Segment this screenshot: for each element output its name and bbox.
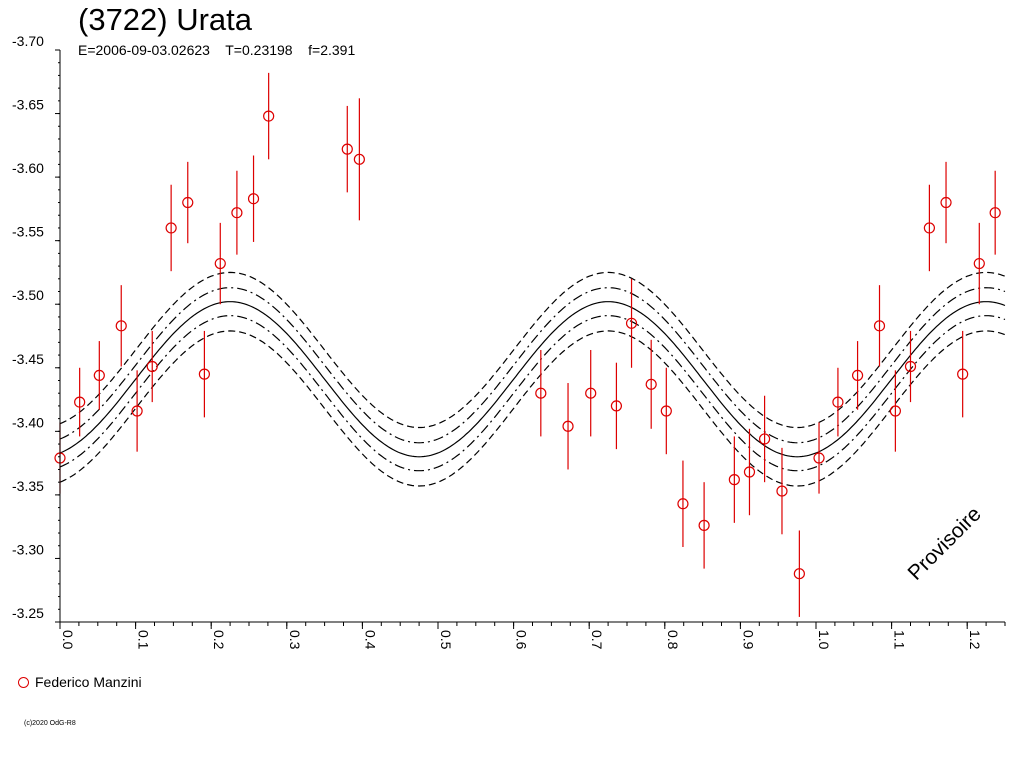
- data-points: [54, 110, 1001, 580]
- legend: Federico Manzini: [18, 674, 142, 690]
- data-point: [74, 396, 86, 408]
- legend-label: Federico Manzini: [35, 674, 142, 690]
- data-point: [214, 257, 226, 270]
- data-point: [625, 317, 638, 329]
- model-curve-solid: [59, 301, 1006, 458]
- x-tick-label: 0.6: [514, 630, 530, 650]
- data-point: [873, 320, 886, 332]
- model-curve-dashdot: [59, 315, 1006, 472]
- model-curve-dashed: [59, 330, 1006, 487]
- data-point: [889, 405, 901, 417]
- data-point: [698, 519, 710, 531]
- data-point: [940, 196, 952, 209]
- data-point: [585, 387, 597, 399]
- data-point: [535, 387, 547, 399]
- y-tick-label: -3.55: [12, 224, 44, 240]
- data-point: [198, 368, 210, 380]
- data-point: [813, 452, 825, 464]
- data-point: [923, 222, 936, 234]
- copyright-text: (c)2020 OdG-R8: [24, 720, 76, 727]
- data-point: [660, 405, 672, 417]
- data-point: [793, 568, 805, 580]
- model-curves: [59, 271, 1006, 487]
- y-tick-label: -3.25: [12, 605, 44, 621]
- data-point: [182, 196, 194, 209]
- y-tick-label: -3.35: [12, 478, 44, 494]
- y-tick-label: -3.60: [12, 160, 44, 176]
- chart-title: (3722) Urata: [78, 2, 253, 37]
- data-point: [743, 466, 756, 478]
- x-tick-label: 0.9: [740, 630, 756, 650]
- x-tick-label: 0.3: [287, 630, 303, 650]
- y-tick-label: -3.45: [12, 351, 44, 367]
- y-tick-label: -3.30: [12, 541, 44, 557]
- data-point: [677, 498, 689, 510]
- x-tick-label: 0.2: [211, 630, 227, 650]
- data-point: [904, 360, 917, 373]
- legend-marker-icon: [18, 676, 29, 688]
- data-point: [231, 207, 243, 219]
- x-tick-label: 0.1: [136, 630, 152, 650]
- data-point: [610, 400, 623, 412]
- data-point: [645, 378, 657, 390]
- data-point: [93, 369, 105, 382]
- data-point: [341, 143, 353, 155]
- data-point: [832, 396, 844, 408]
- x-tick-label: 1.0: [816, 630, 832, 650]
- data-point: [146, 360, 158, 373]
- data-point: [562, 420, 574, 432]
- data-point: [758, 433, 771, 445]
- model-curve-dashed: [59, 271, 1006, 429]
- data-point: [989, 207, 1001, 219]
- axes: -3.70 -3.65 -3.60 -3.55 -3.50 -3.45 -3.40 -3.35…: [12, 33, 1006, 650]
- data-point: [115, 320, 127, 332]
- data-point: [851, 369, 864, 382]
- data-point: [973, 257, 985, 270]
- y-tick-label: -3.70: [12, 33, 44, 49]
- data-point: [131, 405, 143, 417]
- data-point: [353, 153, 365, 165]
- data-point: [247, 193, 260, 205]
- x-tick-label: 0.4: [362, 630, 378, 650]
- model-curve-dashdot: [59, 287, 1006, 444]
- error-bars: [59, 72, 996, 617]
- x-tick-label: 1.2: [967, 630, 983, 650]
- x-tick-label: 0.0: [60, 630, 76, 650]
- data-point: [957, 368, 969, 380]
- y-tick-label: -3.65: [12, 97, 44, 113]
- data-point: [728, 474, 740, 486]
- x-tick-label: 0.7: [589, 630, 605, 650]
- y-tick-label: -3.50: [12, 287, 44, 303]
- data-point: [776, 485, 788, 497]
- x-tick-label: 0.8: [665, 630, 681, 650]
- data-point: [165, 222, 177, 234]
- x-tick-label: 0.5: [438, 630, 454, 650]
- y-tick-label: -3.40: [12, 414, 44, 430]
- chart-subtitle: E=2006-09-03.02623 T=0.23198 f=2.391: [78, 42, 356, 58]
- x-tick-label: 1.1: [892, 630, 908, 650]
- data-point: [263, 110, 275, 122]
